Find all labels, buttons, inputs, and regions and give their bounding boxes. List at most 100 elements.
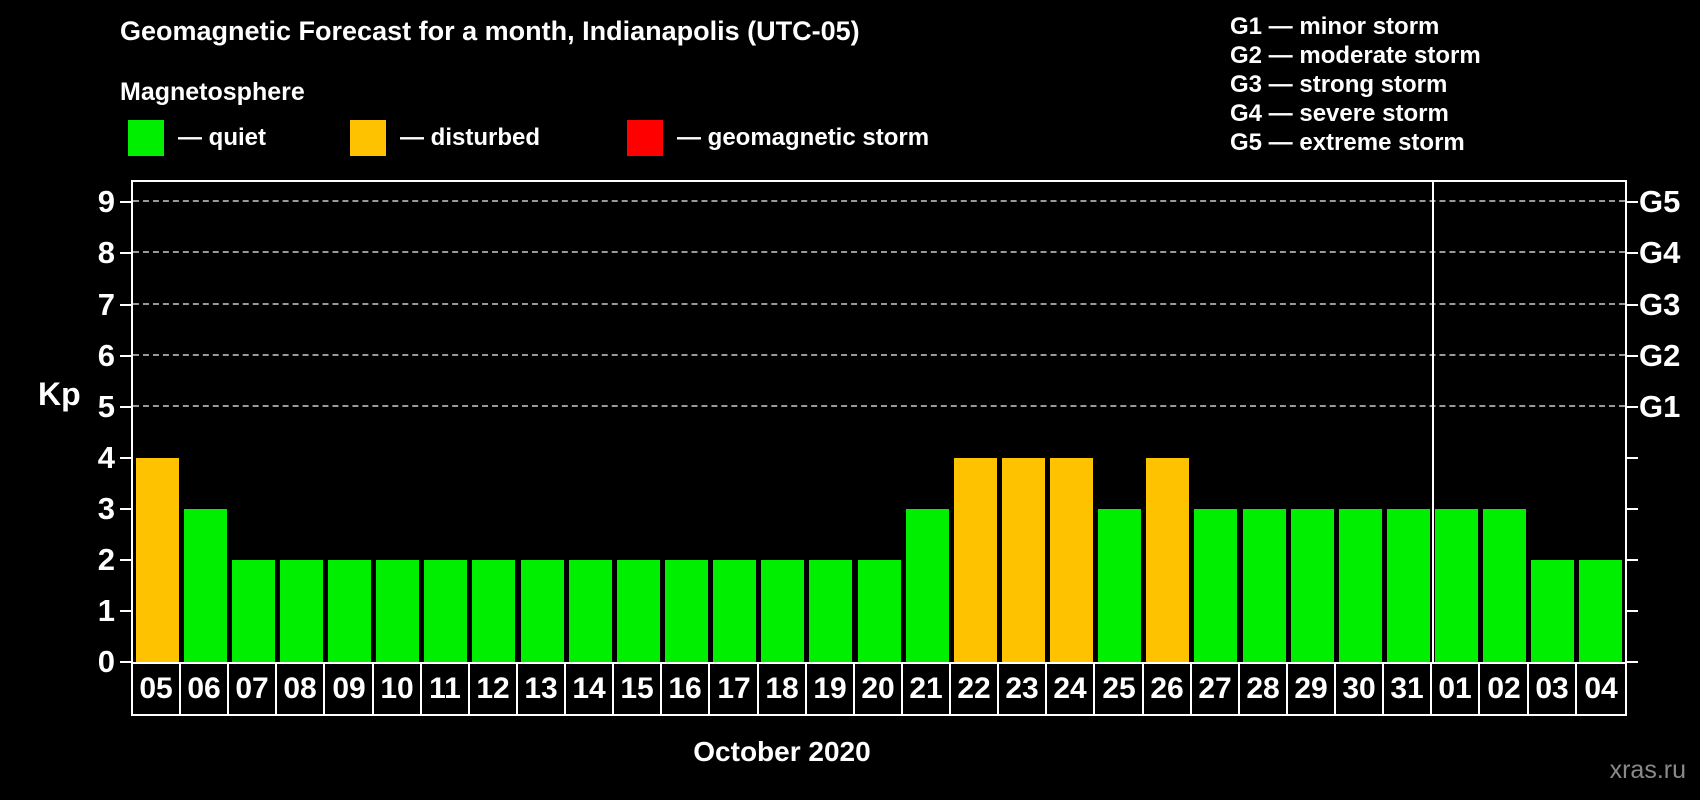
- g-scale-label-g2: G2: [1639, 338, 1681, 373]
- gridline-kp-6: [133, 354, 1625, 356]
- y-tick-label-1: 1: [97, 593, 115, 628]
- gridline-kp-5: [133, 405, 1625, 407]
- kp-status-legend: — quiet — disturbed — geomagnetic storm: [128, 120, 1128, 156]
- y-tick-label-3: 3: [97, 491, 115, 526]
- day-cell-04: 04: [1584, 672, 1618, 705]
- day-cell-07: 07: [229, 664, 277, 714]
- magnetosphere-label: Magnetosphere: [120, 78, 305, 106]
- day-cell-09: 09: [326, 664, 374, 714]
- g-legend-line-5: G5 — extreme storm: [1230, 129, 1465, 156]
- y-tick-label-5: 5: [97, 389, 115, 424]
- legend-item-quiet: — quiet: [128, 120, 266, 156]
- y-tick-label-2: 2: [97, 542, 115, 577]
- chart-title: Geomagnetic Forecast for a month, Indian…: [120, 16, 860, 46]
- y-tick-left-1: [120, 610, 131, 612]
- day-cell-13: 13: [518, 664, 566, 714]
- kp-bar-day-14: [569, 560, 612, 662]
- y-tick-right-7: [1627, 304, 1638, 306]
- g-legend-line-3: G3 — strong storm: [1230, 71, 1448, 98]
- kp-bar-day-05: [136, 458, 179, 662]
- day-cell-11: 11: [422, 664, 470, 714]
- y-tick-right-1: [1627, 610, 1638, 612]
- y-tick-label-7: 7: [97, 287, 115, 322]
- gridline-kp-9: [133, 200, 1625, 202]
- day-cell-21: 21: [903, 664, 951, 714]
- kp-bar-day-28: [1243, 509, 1286, 662]
- kp-bar-day-27: [1194, 509, 1237, 662]
- kp-bar-day-06: [184, 509, 227, 662]
- legend-label-disturbed: — disturbed: [400, 124, 541, 151]
- y-tick-right-8: [1627, 252, 1638, 254]
- day-cell-24: 24: [1047, 664, 1095, 714]
- y-tick-right-5: [1627, 406, 1638, 408]
- g-legend-line-4: G4 — severe storm: [1230, 100, 1449, 127]
- y-tick-label-9: 9: [97, 184, 115, 219]
- g-scale-label-g1: G1: [1639, 389, 1681, 424]
- day-cell-08: 08: [277, 664, 325, 714]
- y-tick-label-4: 4: [97, 440, 115, 475]
- y-tick-right-9: [1627, 201, 1638, 203]
- day-cell-31: 31: [1384, 664, 1432, 714]
- day-cell-14: 14: [566, 664, 614, 714]
- day-cell-01: 01: [1432, 664, 1480, 714]
- kp-bar-day-03: [1531, 560, 1574, 662]
- day-cell-26: 26: [1144, 664, 1192, 714]
- kp-bar-day-15: [617, 560, 660, 662]
- y-tick-left-6: [120, 355, 131, 357]
- kp-bar-day-07: [232, 560, 275, 662]
- day-cell-23: 23: [999, 664, 1047, 714]
- g-scale-label-g3: G3: [1639, 287, 1681, 322]
- y-tick-left-9: [120, 201, 131, 203]
- day-cell-25: 25: [1096, 664, 1144, 714]
- y-tick-left-2: [120, 559, 131, 561]
- day-cell-03: 03: [1529, 664, 1577, 714]
- kp-bar-day-19: [809, 560, 852, 662]
- g-legend-line-1: G1 — minor storm: [1230, 13, 1440, 40]
- day-cell-28: 28: [1240, 664, 1288, 714]
- day-cell-30: 30: [1336, 664, 1384, 714]
- y-tick-label-6: 6: [97, 338, 115, 373]
- kp-bar-day-09: [328, 560, 371, 662]
- kp-bar-day-16: [665, 560, 708, 662]
- plot-inner: 0 1 2 3 4 5 6 7 8 9 G1 G2 G3 G4 G5: [98, 182, 1680, 678]
- y-tick-right-0: [1627, 661, 1638, 663]
- kp-bar-day-23: [1002, 458, 1045, 662]
- kp-bar-day-17: [713, 560, 756, 662]
- day-cell-20: 20: [855, 664, 903, 714]
- kp-bar-day-24: [1050, 458, 1093, 662]
- y-tick-left-4: [120, 457, 131, 459]
- x-axis-month-label: October 2020: [693, 736, 871, 767]
- kp-bar-day-18: [761, 560, 804, 662]
- y-tick-left-5: [120, 406, 131, 408]
- kp-bar-day-30: [1339, 509, 1382, 662]
- kp-bar-day-10: [376, 560, 419, 662]
- kp-bar-day-01: [1435, 509, 1478, 662]
- kp-bar-day-04: [1579, 560, 1622, 662]
- day-cell-12: 12: [470, 664, 518, 714]
- g-scale-legend: G1 — minor storm G2 — moderate storm G3 — …: [1230, 12, 1481, 157]
- legend-item-disturbed: — disturbed: [350, 120, 540, 156]
- day-cell-02: 02: [1481, 664, 1529, 714]
- day-cell-16: 16: [662, 664, 710, 714]
- day-cell-10: 10: [374, 664, 422, 714]
- g-scale-label-g5: G5: [1639, 184, 1681, 219]
- day-cell-06: 06: [181, 664, 229, 714]
- x-axis-day-band: 05 06 07 08 09 10 11 12 13 14 15 16 17 18 19 20 21 22 23 24…: [131, 662, 1627, 716]
- kp-bar-day-22: [954, 458, 997, 662]
- g-legend-line-2: G2 — moderate storm: [1230, 42, 1481, 69]
- day-cell-05: 05: [133, 664, 181, 714]
- kp-bar-day-20: [858, 560, 901, 662]
- kp-bar-day-12: [472, 560, 515, 662]
- kp-bar-day-26: [1146, 458, 1189, 662]
- y-tick-left-3: [120, 508, 131, 510]
- kp-bar-day-11: [424, 560, 467, 662]
- day-cell-15: 15: [614, 664, 662, 714]
- plot-area: 0 1 2 3 4 5 6 7 8 9 G1 G2 G3 G4 G5: [98, 180, 1680, 678]
- g-scale-label-g4: G4: [1639, 235, 1681, 270]
- y-tick-label-8: 8: [97, 235, 115, 270]
- y-tick-right-3: [1627, 508, 1638, 510]
- month-boundary-line: [1432, 182, 1434, 662]
- day-cell-17: 17: [711, 664, 759, 714]
- day-cell-22: 22: [951, 664, 999, 714]
